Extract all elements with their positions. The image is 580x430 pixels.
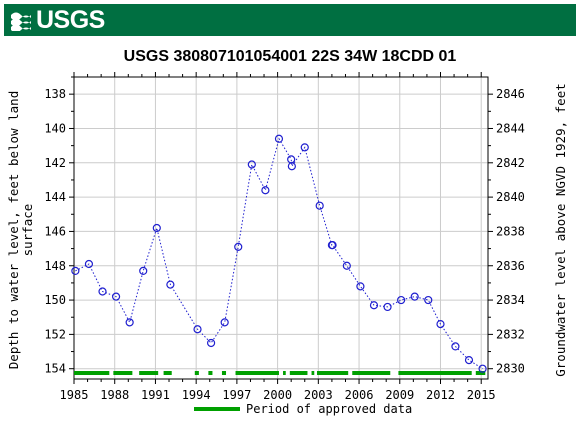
x-tick-label: 1988 <box>100 388 129 402</box>
data-point <box>424 295 433 305</box>
right-y-tick-label: 2834 <box>496 293 525 307</box>
x-axis: 1985 1988 1991 1994 1997 2000 2003 2006 2009 2012… <box>60 72 496 402</box>
data-point <box>342 261 351 270</box>
data-point <box>397 295 406 305</box>
right-y-tick-label: 2836 <box>496 259 525 273</box>
left-axis-label-line1: Depth to water level, feet below land <box>6 91 21 369</box>
legend-label: Period of approved data <box>246 402 412 416</box>
left-y-tick-label: 140 <box>44 121 66 135</box>
x-tick-label: 2009 <box>385 388 414 402</box>
approved-period-segment <box>74 371 110 375</box>
data-point <box>220 318 229 327</box>
approved-period-segment <box>208 371 213 375</box>
right-y-axis: 2846 2844 2842 2840 2838 2836 2834 2832 2830 <box>488 87 525 376</box>
data-point <box>287 162 296 171</box>
approved-period-segment <box>221 371 227 375</box>
data-point <box>152 223 161 233</box>
left-y-tick-label: 154 <box>44 362 66 376</box>
data-point <box>451 342 460 351</box>
left-y-tick-label: 142 <box>44 156 66 170</box>
approved-period-segment <box>316 371 349 375</box>
left-y-tick-label: 146 <box>44 224 66 238</box>
right-y-tick-label: 2832 <box>496 327 525 341</box>
approved-period-segment <box>163 371 172 375</box>
data-point <box>328 241 337 250</box>
data-point <box>98 287 107 296</box>
data-point <box>436 319 445 329</box>
x-tick-label: 1997 <box>222 388 251 402</box>
right-y-tick-label: 2846 <box>496 87 525 101</box>
right-y-tick-label: 2830 <box>496 362 525 376</box>
data-point <box>410 292 419 301</box>
data-point <box>287 155 296 164</box>
series-points <box>71 134 487 373</box>
grid-lines <box>73 77 488 379</box>
data-point <box>193 325 202 334</box>
data-point <box>369 301 379 310</box>
approved-period-segment <box>475 371 486 375</box>
legend: Period of approved data <box>194 402 412 416</box>
data-point <box>111 292 121 301</box>
data-point <box>247 160 256 169</box>
approved-period-segment <box>139 371 159 375</box>
data-point <box>300 143 309 152</box>
approved-period-segment <box>289 371 308 375</box>
left-y-tick-label: 150 <box>44 293 66 307</box>
approved-period-segment <box>311 371 315 375</box>
x-tick-label: 2015 <box>467 388 496 402</box>
data-point <box>274 134 284 143</box>
data-point <box>71 266 80 275</box>
right-y-tick-label: 2844 <box>496 121 525 135</box>
chart-title: USGS 380807101054001 22S 34W 18CDD 01 <box>124 48 457 65</box>
approved-period-segment <box>283 371 286 375</box>
approved-period-segment <box>235 371 279 375</box>
usgs-wave-icon <box>11 12 31 31</box>
usgs-logo-text: USGS <box>36 5 105 34</box>
left-y-tick-label: 152 <box>44 327 66 341</box>
right-y-tick-label: 2842 <box>496 156 525 170</box>
approved-period-segment <box>352 371 391 375</box>
approved-period-segment <box>113 371 133 375</box>
data-point <box>478 364 487 373</box>
usgs-logo[interactable]: USGS <box>10 6 105 34</box>
data-point <box>206 338 216 348</box>
data-point <box>383 302 392 312</box>
data-point <box>356 282 365 291</box>
approved-period-segment <box>398 371 472 375</box>
x-tick-label: 1991 <box>141 388 170 402</box>
x-tick-label: 2003 <box>304 388 333 402</box>
x-tick-label: 1985 <box>60 388 89 402</box>
data-point <box>315 201 324 210</box>
data-point <box>84 259 94 269</box>
x-tick-label: 1994 <box>182 388 211 402</box>
right-y-tick-label: 2840 <box>496 190 525 204</box>
data-point <box>139 266 148 275</box>
left-y-axis: 138 140 142 144 146 148 150 152 154 <box>44 76 74 376</box>
x-tick-label: 2006 <box>345 388 374 402</box>
x-tick-label: 2000 <box>263 388 292 402</box>
left-y-tick-label: 144 <box>44 190 66 204</box>
usgs-banner: USGS <box>4 4 576 36</box>
x-tick-label: 2012 <box>426 388 455 402</box>
right-axis-label: Groundwater level above NGVD 1929, feet <box>553 83 568 377</box>
right-y-tick-label: 2838 <box>496 224 525 238</box>
data-point <box>464 356 474 365</box>
approved-period-segment <box>194 371 199 375</box>
left-y-tick-label: 138 <box>44 87 66 101</box>
data-point <box>261 186 270 195</box>
plot-frame <box>73 76 489 380</box>
left-axis-label-line2: surface <box>20 204 35 257</box>
approved-periods-bar <box>74 371 486 375</box>
data-point <box>125 318 134 327</box>
data-point <box>166 280 175 289</box>
left-y-tick-label: 148 <box>44 259 66 273</box>
data-point <box>234 242 243 251</box>
